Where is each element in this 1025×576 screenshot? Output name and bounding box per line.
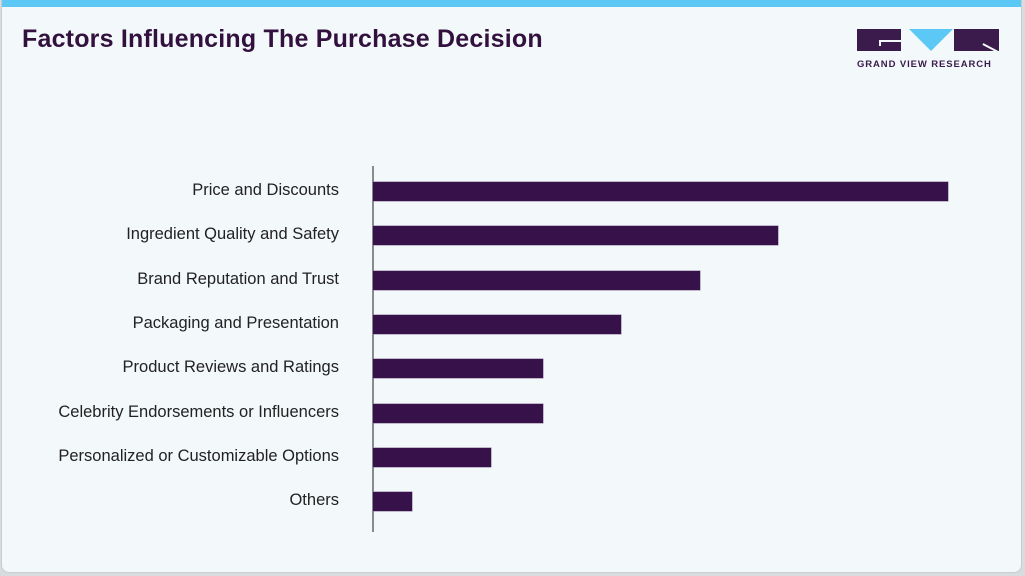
logo-g-notch [879,40,901,42]
bar-row: Others [2,491,1002,512]
bar [373,226,779,246]
category-label: Personalized or Customizable Options [58,446,339,465]
logo-text: GRAND VIEW RESEARCH [857,59,992,70]
bar-row: Product Reviews and Ratings [2,358,1002,379]
bar-row: Celebrity Endorsements or Influencers [2,402,1002,424]
bar-row: Packaging and Presentation [2,313,1002,335]
bar-row: Ingredient Quality and Safety [2,225,1002,246]
bar [373,314,622,334]
category-label: Others [289,491,339,510]
category-label: Product Reviews and Ratings [122,358,339,377]
accent-bar [2,0,1021,7]
y-axis-line [372,166,374,532]
bar-row: Price and Discounts [2,181,1002,202]
category-label: Packaging and Presentation [132,313,339,332]
bar-row: Brand Reputation and Trust [2,269,1002,291]
bar [373,182,948,201]
chart-title: Factors Influencing The Purchase Decisio… [22,25,543,53]
bar [373,492,413,512]
logo-g-notch-2 [879,40,881,46]
bar-row: Personalized or Customizable Options [2,446,1002,468]
grand-view-research-logo: GRAND VIEW RESEARCH [857,29,1000,71]
bar [373,270,700,290]
category-label: Celebrity Endorsements or Influencers [58,402,339,421]
bar [373,403,543,423]
bar [373,447,491,467]
category-label: Price and Discounts [192,181,339,199]
bar [373,359,543,379]
category-label: Ingredient Quality and Safety [126,225,339,244]
logo-v-triangle-icon [909,29,953,51]
category-label: Brand Reputation and Trust [137,269,339,288]
